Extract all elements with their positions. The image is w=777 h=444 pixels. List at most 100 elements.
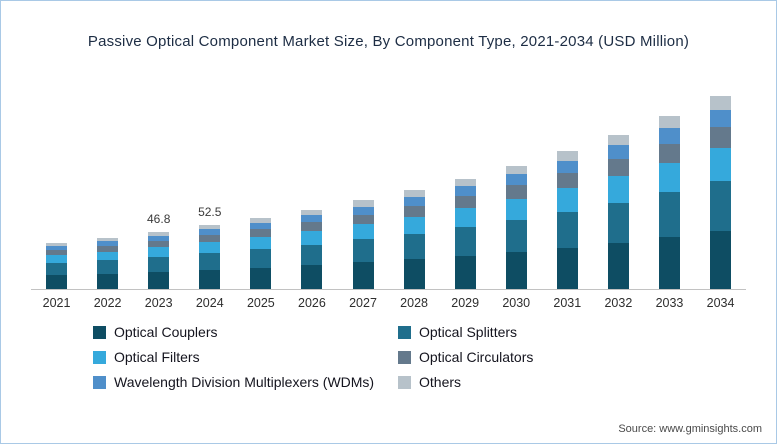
- stacked-bar-2033[interactable]: [658, 116, 680, 289]
- bar-segment-optical-filters[interactable]: [658, 162, 680, 193]
- bar-segment-optical-circulators[interactable]: [710, 127, 732, 149]
- bar-segment-others[interactable]: [454, 178, 476, 187]
- bar-segment-optical-splitters[interactable]: [658, 192, 680, 238]
- bar-segment-others[interactable]: [301, 209, 323, 216]
- stacked-bar-2025[interactable]: [250, 217, 272, 289]
- bar-segment-optical-circulators[interactable]: [556, 173, 578, 189]
- bar-segment-optical-filters[interactable]: [250, 236, 272, 249]
- bar-segment-optical-couplers[interactable]: [301, 265, 323, 289]
- bar-segment-optical-circulators[interactable]: [199, 235, 221, 243]
- bar-segment-optical-couplers[interactable]: [403, 259, 425, 289]
- bar-segment-others[interactable]: [607, 134, 629, 146]
- bar-segment-wavelength-division-multiplexers-wdms[interactable]: [403, 197, 425, 207]
- stacked-bar-2032[interactable]: [607, 134, 629, 289]
- bar-segment-optical-circulators[interactable]: [505, 185, 527, 199]
- bar-segment-others[interactable]: [403, 190, 425, 198]
- bar-segment-optical-couplers[interactable]: [607, 242, 629, 289]
- bar-segment-optical-couplers[interactable]: [46, 275, 68, 289]
- bar-segment-wavelength-division-multiplexers-wdms[interactable]: [250, 222, 272, 230]
- bar-segment-others[interactable]: [148, 231, 170, 236]
- bar-segment-wavelength-division-multiplexers-wdms[interactable]: [454, 186, 476, 197]
- bar-segment-optical-couplers[interactable]: [352, 262, 374, 289]
- bar-segment-optical-splitters[interactable]: [199, 253, 221, 270]
- bar-segment-optical-couplers[interactable]: [454, 255, 476, 289]
- bar-segment-optical-circulators[interactable]: [301, 222, 323, 232]
- bar-segment-optical-circulators[interactable]: [97, 246, 119, 252]
- legend-item-others[interactable]: Others: [398, 374, 746, 390]
- bar-segment-others[interactable]: [352, 200, 374, 207]
- bar-segment-optical-filters[interactable]: [199, 242, 221, 254]
- bar-segment-optical-filters[interactable]: [352, 224, 374, 240]
- bar-segment-optical-splitters[interactable]: [403, 233, 425, 260]
- legend-item-optical-couplers[interactable]: Optical Couplers: [93, 324, 398, 340]
- bar-segment-optical-filters[interactable]: [46, 255, 68, 264]
- bar-segment-optical-filters[interactable]: [403, 216, 425, 234]
- stacked-bar-2034[interactable]: [710, 96, 732, 289]
- stacked-bar-2024[interactable]: [199, 224, 221, 289]
- bar-segment-optical-splitters[interactable]: [148, 257, 170, 272]
- bar-segment-wavelength-division-multiplexers-wdms[interactable]: [97, 241, 119, 247]
- bar-segment-optical-couplers[interactable]: [199, 269, 221, 289]
- bar-segment-optical-splitters[interactable]: [250, 249, 272, 268]
- stacked-bar-2026[interactable]: [301, 209, 323, 289]
- bar-segment-others[interactable]: [97, 237, 119, 242]
- bar-segment-optical-filters[interactable]: [301, 231, 323, 245]
- bar-segment-wavelength-division-multiplexers-wdms[interactable]: [556, 160, 578, 174]
- bar-segment-optical-filters[interactable]: [454, 208, 476, 228]
- bar-segment-optical-circulators[interactable]: [46, 250, 68, 256]
- bar-segment-optical-couplers[interactable]: [505, 252, 527, 289]
- bar-segment-optical-filters[interactable]: [710, 148, 732, 182]
- bar-segment-optical-splitters[interactable]: [710, 181, 732, 232]
- bar-segment-optical-splitters[interactable]: [505, 219, 527, 252]
- bar-segment-wavelength-division-multiplexers-wdms[interactable]: [301, 215, 323, 223]
- stacked-bar-2028[interactable]: [403, 190, 425, 289]
- bar-segment-optical-splitters[interactable]: [607, 202, 629, 243]
- bar-segment-optical-filters[interactable]: [556, 188, 578, 212]
- bar-segment-optical-filters[interactable]: [97, 251, 119, 261]
- bar-segment-optical-circulators[interactable]: [148, 241, 170, 248]
- bar-segment-wavelength-division-multiplexers-wdms[interactable]: [658, 128, 680, 144]
- stacked-bar-2029[interactable]: [454, 178, 476, 289]
- bar-segment-others[interactable]: [199, 224, 221, 230]
- bar-segment-wavelength-division-multiplexers-wdms[interactable]: [505, 174, 527, 186]
- bar-segment-optical-splitters[interactable]: [97, 260, 119, 274]
- bar-segment-optical-filters[interactable]: [148, 247, 170, 258]
- bar-segment-others[interactable]: [250, 217, 272, 223]
- bar-segment-others[interactable]: [505, 165, 527, 175]
- bar-segment-optical-splitters[interactable]: [301, 244, 323, 266]
- bar-segment-wavelength-division-multiplexers-wdms[interactable]: [148, 235, 170, 242]
- bar-segment-optical-couplers[interactable]: [710, 231, 732, 289]
- bar-segment-optical-circulators[interactable]: [352, 214, 374, 225]
- bar-segment-optical-couplers[interactable]: [250, 267, 272, 289]
- bar-segment-optical-filters[interactable]: [505, 198, 527, 220]
- bar-segment-wavelength-division-multiplexers-wdms[interactable]: [46, 245, 68, 251]
- stacked-bar-2030[interactable]: [505, 165, 527, 289]
- bar-segment-optical-couplers[interactable]: [97, 273, 119, 289]
- legend-item-optical-circulators[interactable]: Optical Circulators: [398, 349, 746, 365]
- bar-segment-others[interactable]: [710, 96, 732, 110]
- stacked-bar-2027[interactable]: [352, 200, 374, 289]
- stacked-bar-2021[interactable]: [46, 242, 68, 289]
- legend-item-optical-filters[interactable]: Optical Filters: [93, 349, 398, 365]
- bar-segment-optical-filters[interactable]: [607, 176, 629, 203]
- bar-segment-optical-circulators[interactable]: [250, 229, 272, 237]
- bar-segment-optical-couplers[interactable]: [556, 247, 578, 289]
- bar-segment-optical-circulators[interactable]: [403, 206, 425, 217]
- bar-segment-optical-circulators[interactable]: [607, 159, 629, 177]
- bar-segment-optical-splitters[interactable]: [454, 227, 476, 256]
- bar-segment-wavelength-division-multiplexers-wdms[interactable]: [607, 145, 629, 160]
- stacked-bar-2022[interactable]: [97, 237, 119, 289]
- bar-segment-others[interactable]: [556, 151, 578, 161]
- bar-segment-optical-couplers[interactable]: [148, 271, 170, 289]
- bar-segment-optical-splitters[interactable]: [46, 263, 68, 276]
- bar-segment-optical-circulators[interactable]: [454, 196, 476, 209]
- bar-segment-optical-couplers[interactable]: [658, 237, 680, 289]
- bar-segment-optical-circulators[interactable]: [658, 143, 680, 163]
- bar-segment-wavelength-division-multiplexers-wdms[interactable]: [199, 229, 221, 236]
- bar-segment-optical-splitters[interactable]: [556, 211, 578, 248]
- bar-segment-others[interactable]: [658, 116, 680, 129]
- bar-segment-optical-splitters[interactable]: [352, 239, 374, 263]
- stacked-bar-2031[interactable]: [556, 151, 578, 289]
- bar-segment-wavelength-division-multiplexers-wdms[interactable]: [710, 109, 732, 128]
- bar-segment-wavelength-division-multiplexers-wdms[interactable]: [352, 206, 374, 215]
